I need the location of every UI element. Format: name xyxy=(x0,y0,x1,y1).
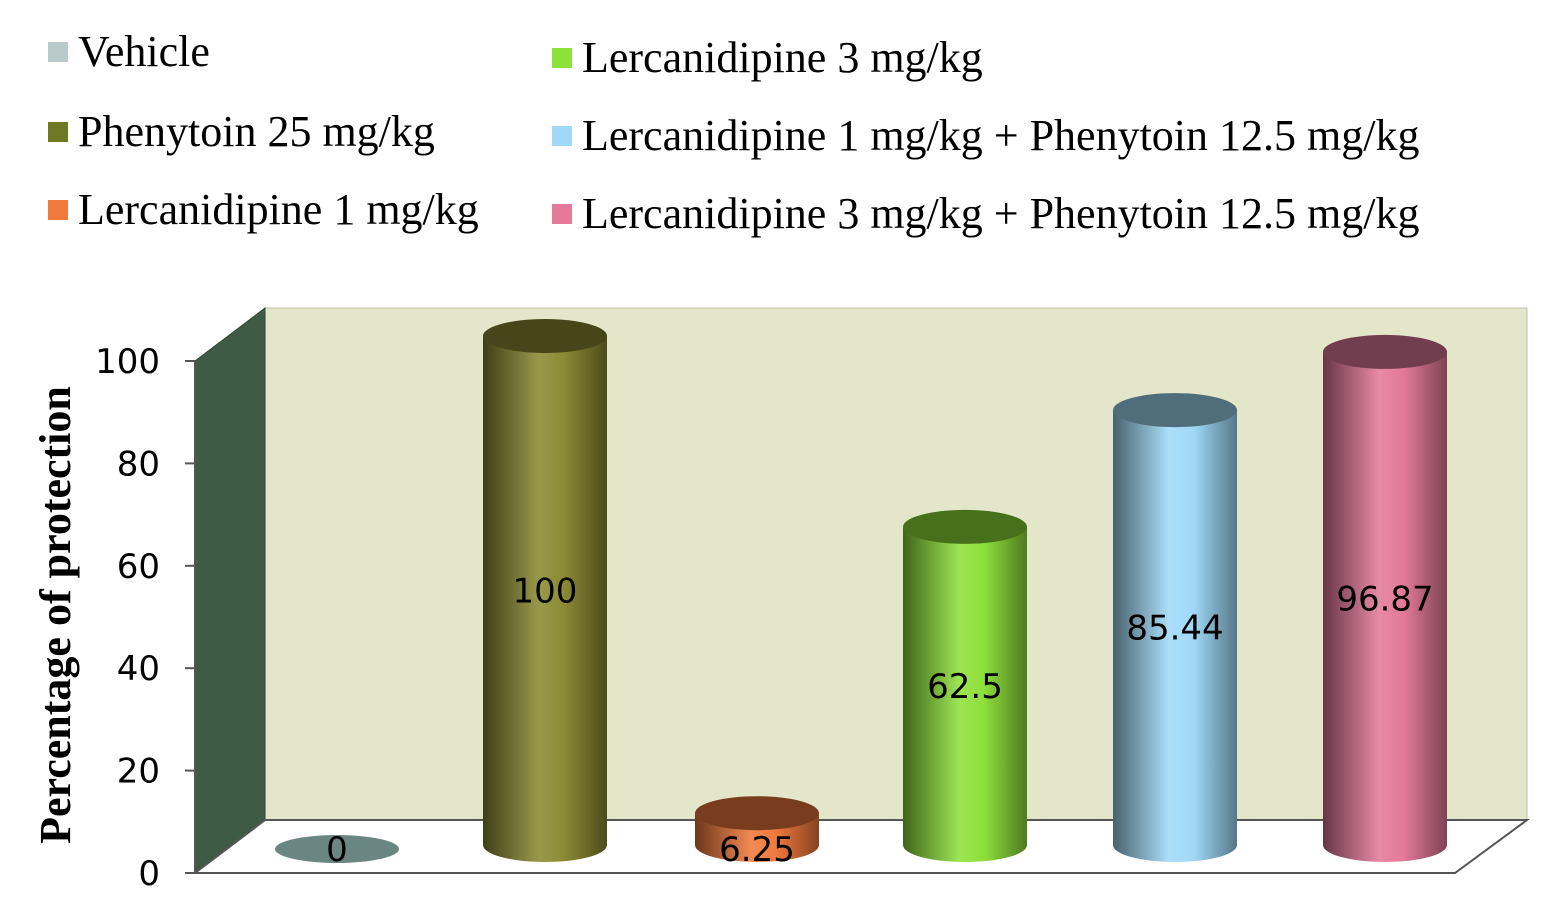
bar-4: 62.5 xyxy=(903,509,1027,862)
legend-swatch xyxy=(552,203,572,224)
data-label: 100 xyxy=(513,572,578,612)
legend-item-lercanidipine-3-phenytoin: Lercanidipine 3 mg/kg + Phenytoin 12.5 m… xyxy=(552,188,1419,239)
bar-3: 6.25 xyxy=(695,796,819,870)
legend-item-phenytoin-25: Phenytoin 25 mg/kg xyxy=(48,106,435,157)
legend-swatch xyxy=(48,121,68,142)
legend-label: Lercanidipine 1 mg/kg xyxy=(78,185,479,234)
bar-body xyxy=(903,526,1027,862)
legend-label: Phenytoin 25 mg/kg xyxy=(78,107,435,156)
bar-top xyxy=(1323,334,1447,369)
data-label: 6.25 xyxy=(719,830,795,870)
bar-top xyxy=(1113,393,1237,428)
side-wall xyxy=(194,306,266,875)
data-label: 96.87 xyxy=(1336,579,1433,619)
y-tick-label: 0 xyxy=(138,854,160,894)
bar-top xyxy=(483,319,607,353)
y-tick-label: 20 xyxy=(117,752,160,792)
legend-item-lercanidipine-1: Lercanidipine 1 mg/kg xyxy=(48,184,479,235)
y-tick-label: 80 xyxy=(117,444,160,484)
bar-1: 0 xyxy=(275,830,399,870)
legend: Vehicle Phenytoin 25 mg/kg Lercanidipine… xyxy=(0,0,1560,250)
y-tick-label: 40 xyxy=(117,649,160,689)
bar-6: 96.87 xyxy=(1323,334,1447,862)
bar-top xyxy=(903,509,1027,544)
bar-body xyxy=(1113,410,1237,862)
bar-top xyxy=(695,796,819,831)
legend-item-lercanidipine-1-phenytoin: Lercanidipine 1 mg/kg + Phenytoin 12.5 m… xyxy=(552,110,1419,161)
bar-body xyxy=(1323,351,1447,862)
legend-label: Lercanidipine 1 mg/kg + Phenytoin 12.5 m… xyxy=(582,111,1420,160)
legend-item-lercanidipine-3: Lercanidipine 3 mg/kg xyxy=(552,32,983,83)
data-label: 0 xyxy=(326,830,348,870)
bar-2: 100 xyxy=(483,319,607,862)
data-label: 62.5 xyxy=(927,667,1003,707)
y-axis-title: Percentage of protection xyxy=(31,386,80,844)
legend-label: Lercanidipine 3 mg/kg + Phenytoin 12.5 m… xyxy=(582,189,1420,238)
y-tick-label: 60 xyxy=(117,547,160,587)
legend-swatch xyxy=(552,47,572,68)
bar-body xyxy=(483,336,607,862)
bar-5: 85.44 xyxy=(1113,393,1237,862)
legend-item-vehicle: Vehicle xyxy=(48,26,210,77)
legend-swatch xyxy=(552,125,572,146)
y-tick-label: 100 xyxy=(95,342,160,382)
legend-swatch xyxy=(48,199,68,220)
bar-base xyxy=(275,835,399,863)
data-label: 85.44 xyxy=(1126,609,1223,649)
legend-swatch xyxy=(48,41,68,62)
legend-label: Lercanidipine 3 mg/kg xyxy=(582,33,983,82)
legend-label: Vehicle xyxy=(78,27,210,76)
